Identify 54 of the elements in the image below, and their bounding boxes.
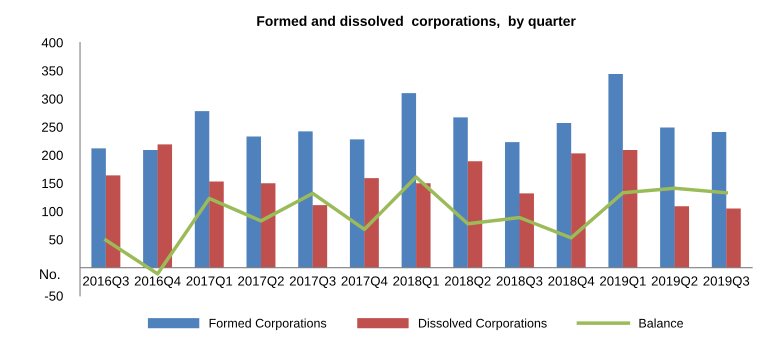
- y-tick-label: 100: [42, 206, 63, 216]
- line-series: [104, 175, 728, 276]
- y-tick-label: -50: [44, 291, 63, 301]
- legend-label: Dissolved Corporations: [418, 318, 547, 330]
- bar: [106, 175, 120, 268]
- legend-label: Balance: [639, 318, 684, 328]
- bar: [91, 148, 106, 268]
- bar: [660, 127, 675, 268]
- y-tick-label: 350: [42, 66, 63, 76]
- bar: [556, 122, 572, 268]
- y-tick-label: 400: [42, 38, 63, 48]
- bar: [416, 183, 431, 268]
- x-tick-label: 2019Q2: [652, 276, 698, 288]
- bar: [712, 132, 726, 268]
- bar: [608, 74, 623, 268]
- bar: [350, 139, 364, 268]
- legend-label: Formed Corporations: [210, 318, 326, 330]
- bar: [260, 183, 276, 268]
- x-tick-label: 2019Q1: [600, 276, 646, 288]
- y-tick-label: 50: [49, 235, 63, 244]
- bar: [505, 142, 520, 268]
- bar: [246, 136, 261, 268]
- bar: [364, 178, 379, 268]
- y-tick-label: 300: [42, 94, 63, 104]
- bar: [143, 150, 158, 268]
- y-axis-title: No.: [40, 269, 60, 280]
- x-tick-label: 2018Q3: [496, 276, 542, 288]
- bar: [209, 182, 224, 268]
- x-tick-label: 2018Q2: [444, 276, 491, 288]
- x-tick-label: 2017Q4: [342, 276, 388, 288]
- x-tick-label: 2019Q3: [703, 276, 750, 288]
- bar: [312, 205, 328, 268]
- x-tick-label: 2017Q2: [238, 276, 284, 288]
- y-tick-label: 250: [42, 122, 63, 132]
- bar: [158, 144, 172, 268]
- bar: [571, 153, 586, 268]
- x-tick-label: 2017Q3: [290, 276, 336, 288]
- bar: [519, 193, 534, 268]
- bar: [453, 117, 468, 268]
- x-tick-label: 2017Q1: [186, 276, 232, 288]
- bar: [402, 93, 416, 268]
- x-tick-label: 2016Q3: [83, 276, 129, 288]
- bar: [622, 150, 638, 268]
- x-tick-label: 2016Q4: [134, 276, 181, 288]
- bar: [726, 208, 741, 268]
- x-tick-label: 2018Q4: [548, 276, 594, 288]
- bar: [674, 206, 690, 268]
- bar: [298, 131, 313, 268]
- y-tick-label: 150: [42, 178, 63, 188]
- bar: [194, 111, 210, 268]
- x-tick-label: 2018Q1: [393, 276, 439, 288]
- bar: [468, 161, 482, 268]
- y-tick-label: 200: [42, 150, 63, 160]
- chart-title: Formed and dissolved corporations, by quarter: [257, 16, 576, 29]
